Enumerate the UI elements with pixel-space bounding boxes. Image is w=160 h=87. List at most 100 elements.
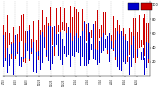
Bar: [28, 49, 29, 53]
Bar: [60, 31, 61, 60]
Bar: [125, 34, 126, 54]
Bar: [9, 54, 10, 66]
Bar: [64, 8, 65, 31]
Bar: [144, 58, 145, 75]
Bar: [20, 38, 21, 49]
Bar: [44, 25, 45, 42]
Bar: [86, 24, 87, 41]
Bar: [36, 40, 37, 62]
Bar: [43, 28, 44, 70]
Bar: [48, 26, 49, 61]
Bar: [70, 6, 71, 43]
Bar: [13, 27, 14, 59]
Bar: [7, 48, 8, 73]
Bar: [132, 57, 133, 71]
Bar: [7, 15, 8, 68]
Bar: [93, 27, 94, 33]
Bar: [72, 17, 73, 52]
Bar: [43, 14, 44, 46]
Bar: [47, 28, 48, 49]
Bar: [109, 33, 110, 62]
Bar: [32, 47, 33, 53]
Bar: [90, 37, 91, 54]
Bar: [128, 24, 129, 65]
Bar: [140, 25, 141, 58]
Bar: [97, 50, 98, 65]
Bar: [85, 22, 86, 56]
Bar: [46, 50, 47, 56]
Bar: [93, 24, 94, 60]
Bar: [97, 10, 98, 54]
Bar: [105, 12, 106, 35]
Bar: [40, 30, 41, 60]
Bar: [117, 20, 118, 41]
Bar: [132, 21, 133, 49]
Bar: [19, 42, 20, 66]
Bar: [58, 34, 59, 56]
Bar: [24, 53, 25, 59]
Bar: [11, 42, 12, 59]
Bar: [133, 36, 134, 58]
Bar: [66, 33, 67, 57]
Bar: [50, 26, 51, 70]
Bar: [54, 26, 55, 47]
Bar: [89, 33, 90, 60]
Bar: [135, 18, 136, 63]
Bar: [148, 43, 149, 59]
Bar: [9, 33, 10, 45]
Bar: [3, 35, 4, 67]
Bar: [62, 22, 63, 30]
Bar: [64, 46, 65, 54]
Bar: [86, 43, 87, 66]
Bar: [133, 18, 134, 47]
Bar: [46, 17, 47, 58]
Bar: [60, 7, 61, 32]
Bar: [47, 24, 48, 69]
Bar: [56, 34, 57, 45]
Bar: [127, 42, 128, 62]
Bar: [25, 31, 26, 63]
Bar: [62, 39, 63, 65]
Bar: [147, 55, 148, 57]
Bar: [139, 15, 140, 48]
Bar: [129, 28, 130, 56]
Bar: [131, 32, 132, 65]
Bar: [82, 9, 83, 55]
Bar: [21, 15, 22, 41]
Bar: [131, 45, 132, 67]
Bar: [35, 36, 36, 60]
Bar: [32, 25, 33, 60]
Bar: [121, 31, 122, 71]
Bar: [58, 25, 59, 32]
Bar: [20, 54, 21, 62]
Bar: [148, 23, 149, 63]
Bar: [31, 48, 32, 52]
Bar: [52, 27, 53, 45]
Bar: [19, 26, 20, 49]
Bar: [70, 33, 71, 67]
Bar: [119, 34, 120, 70]
Bar: [129, 57, 130, 75]
Bar: [31, 39, 32, 54]
Bar: [27, 31, 28, 51]
Bar: [5, 32, 6, 61]
Bar: [113, 48, 114, 50]
Bar: [74, 7, 75, 45]
Bar: [5, 58, 6, 61]
Bar: [15, 35, 16, 56]
Bar: [39, 37, 40, 63]
Bar: [42, 10, 43, 51]
Bar: [28, 24, 29, 60]
Bar: [128, 45, 129, 70]
Bar: [123, 28, 124, 46]
Bar: [39, 23, 40, 49]
Bar: [78, 12, 79, 51]
Bar: [107, 39, 108, 54]
Bar: [40, 35, 41, 70]
Bar: [56, 8, 57, 35]
Bar: [143, 18, 144, 45]
Bar: [136, 43, 137, 66]
Bar: [48, 23, 49, 56]
Bar: [68, 33, 69, 43]
Bar: [90, 33, 91, 55]
